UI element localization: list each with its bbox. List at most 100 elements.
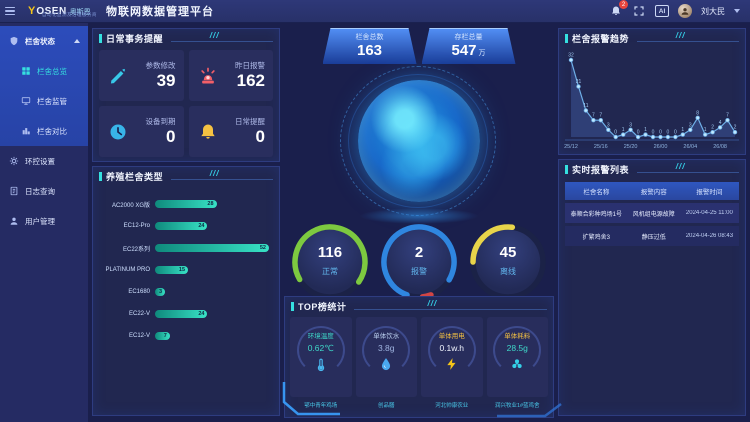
bar-value-label: 24	[198, 311, 205, 317]
svg-text:26/00: 26/00	[654, 144, 668, 150]
svg-text:25/20: 25/20	[624, 144, 638, 150]
gauge-disc	[386, 229, 452, 295]
alarm-time: 2024-04-25 11:00	[685, 210, 733, 216]
alarm-column-header: 报警时间	[696, 189, 723, 196]
sidebar-item-label: 栏舍总览	[37, 66, 67, 76]
user-name[interactable]: 刘大民	[701, 6, 725, 16]
user-icon	[8, 216, 19, 227]
status-gauge: 116 正常	[290, 222, 370, 302]
svg-text:0: 0	[674, 130, 677, 136]
alarm-content: 风机组电源故障	[632, 211, 675, 218]
sidebar-group-label: 栏舍状态	[25, 36, 55, 46]
bar-track: 15	[155, 266, 269, 274]
bar-track: 7	[155, 332, 269, 340]
decor-line-right	[497, 403, 562, 418]
status-gauge: 2 报警	[379, 222, 459, 302]
water-drop-icon	[378, 356, 394, 372]
logo-mark: Y	[28, 5, 36, 17]
summary-stat-unit: 万	[476, 50, 486, 57]
bar-category-label: EC12-V	[128, 333, 150, 339]
notification-badge: 2	[619, 0, 628, 9]
svg-text:0: 0	[614, 130, 617, 136]
svg-text:0: 0	[659, 130, 662, 136]
svg-text:32: 32	[568, 53, 574, 59]
bar-chart-row: EC12-V 7	[97, 325, 269, 347]
gauge-label: 离线	[500, 267, 516, 276]
menu-toggle-icon[interactable]	[0, 0, 20, 22]
bar-fill: 3	[155, 288, 165, 296]
top-card-arc	[296, 326, 345, 374]
alarm-table: 栏舍名称 报警内容 报警时间 泰顺合彩种鸡场1号 风机组电源故障 2024-04-25 1…	[565, 182, 739, 246]
sidebar-item[interactable]: 日志查询	[0, 176, 88, 206]
alarm-trend-line-chart: 32 21 11 7 7 3 0 1 3 0 1 0 0 0 0 1 3 8 1 2 4 7 2 25/12 25/16 25/2…	[559, 45, 745, 156]
slashes-decor: ///	[209, 169, 220, 178]
summary-stat-label: 存栏总量	[454, 34, 483, 41]
logo-cn-text: 奥斯恩	[69, 9, 91, 16]
bar-track: 28	[155, 200, 269, 208]
sidebar-item-sub[interactable]: 栏舍监管	[0, 86, 88, 116]
svg-text:7: 7	[592, 113, 595, 119]
gauge-disc	[475, 229, 541, 295]
top-stat-card: 单体耗料 28.5g	[486, 317, 548, 397]
fullscreen-icon[interactable]	[632, 4, 646, 18]
chevron-down-icon[interactable]	[734, 9, 740, 13]
compare-icon	[20, 126, 31, 137]
page-title: 物联网数据管理平台	[106, 6, 214, 18]
top-stat-card: 单体饮水 3.8g	[355, 317, 417, 397]
svg-text:21: 21	[576, 79, 582, 85]
table-row[interactable]: 扩繁鸡舍3 静压过低 2024-04-26 08:43	[565, 226, 739, 246]
globe-icon	[358, 80, 480, 202]
top-card-label: 单体用电	[438, 333, 465, 340]
bar-track: 3	[155, 288, 269, 296]
svg-text:0: 0	[652, 130, 655, 136]
sidebar: 栏舍状态栏舍总览栏舍监管 栏舍对比 环控设置日志查询用户管理	[0, 22, 88, 422]
table-row[interactable]: 泰顺合彩种鸡场1号 风机组电源故障 2024-04-25 11:00	[565, 203, 739, 223]
svg-text:2: 2	[711, 125, 714, 131]
bar-chart-row: EC1680 3	[97, 281, 269, 303]
daily-cards: 参数修改 39 昨日报警 162 设备到期 0 日常提醒 0	[93, 45, 279, 162]
ai-assistant-icon[interactable]: AI	[655, 5, 669, 17]
globe-visualization	[334, 66, 504, 224]
sidebar-item-label: 日志查询	[25, 186, 55, 196]
sidebar-item[interactable]: 环控设置	[0, 146, 88, 176]
avatar[interactable]	[678, 4, 692, 18]
alarm-trend-panel: 栏舍报警趋势 /// 32 21 11 7 7 3 0 1 3 0 1 0 0 0 0 1 3 8 1 2 4 7 2 25/…	[558, 28, 746, 155]
panel-title: 日常事务提醒	[106, 33, 164, 44]
globe-inner-ring	[348, 74, 488, 208]
bar-chart-row: EC12-Pro 24	[97, 215, 269, 237]
panel-header: 栏舍报警趋势 ///	[559, 29, 745, 45]
clock-icon	[107, 121, 129, 143]
svg-text:3: 3	[629, 122, 632, 128]
top-card-value: 0.62℃	[307, 343, 334, 353]
svg-text:25/12: 25/12	[564, 144, 578, 150]
sidebar-group-barn-status[interactable]: 栏舍状态	[0, 26, 88, 56]
title-underline: ///	[354, 299, 547, 310]
svg-text:7: 7	[726, 113, 729, 119]
chevron-up-icon	[74, 39, 80, 43]
bar-value-label: 7	[163, 333, 167, 339]
gauge-value: 2	[414, 244, 424, 261]
status-gauge: 45 离线	[468, 222, 548, 302]
panel-title: 养殖栏舍类型	[106, 171, 164, 182]
stat-card: 昨日报警 162	[188, 50, 273, 101]
title-accent	[99, 33, 102, 43]
sidebar-item[interactable]: 用户管理	[0, 206, 88, 236]
sidebar-item-sub[interactable]: 栏舍对比	[0, 116, 88, 146]
pencil-icon	[107, 65, 129, 87]
realtime-alarm-panel: 实时报警列表 /// 栏舍名称 报警内容 报警时间 泰顺合彩种鸡场1号 风机组电源故障 2…	[558, 159, 746, 416]
bar-category-label: EC1680	[128, 289, 150, 295]
svg-text:8: 8	[696, 110, 699, 116]
stat-card-label: 昨日报警	[235, 60, 265, 70]
notification-bell-icon[interactable]: 2	[609, 0, 628, 18]
sidebar-item-active[interactable]: 栏舍总览	[0, 56, 88, 86]
bar-track: 52	[155, 244, 269, 252]
top-card-label: 环境温度	[307, 333, 334, 340]
top-card-arc	[362, 326, 411, 374]
alarm-barn-name: 扩繁鸡舍3	[582, 234, 610, 241]
gauge-value: 45	[499, 244, 517, 261]
svg-text:26/08: 26/08	[713, 144, 727, 150]
logo-text: OSEN	[36, 6, 67, 17]
panel-header: 日常事务提醒 ///	[93, 29, 279, 45]
